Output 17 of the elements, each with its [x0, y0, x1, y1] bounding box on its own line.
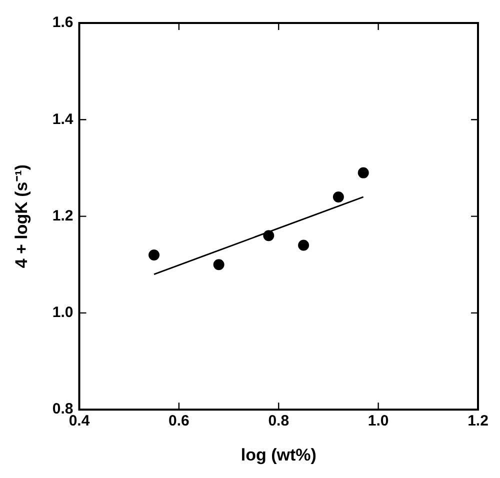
- x-tick-label: 0.4: [68, 412, 90, 430]
- x-tick-label: 0.6: [168, 412, 190, 430]
- y-tick-label: 1.0: [52, 304, 74, 322]
- point: [263, 230, 274, 242]
- y-tick-label: 1.6: [52, 14, 74, 32]
- point: [358, 167, 369, 178]
- y-axis-title: 4 + logK (s⁻¹): [12, 164, 31, 268]
- y-tick-label: 1.4: [52, 110, 74, 128]
- point: [298, 240, 310, 251]
- point: [332, 191, 344, 202]
- x-tick-label: 0.8: [268, 412, 290, 430]
- point: [148, 249, 160, 260]
- x-tick-label: 1.0: [368, 412, 389, 430]
- point: [213, 259, 224, 270]
- x-tick-label: 1.2: [468, 412, 488, 430]
- x-axis-title: log (wt%): [240, 445, 316, 464]
- y-tick-label: 1.2: [52, 207, 74, 224]
